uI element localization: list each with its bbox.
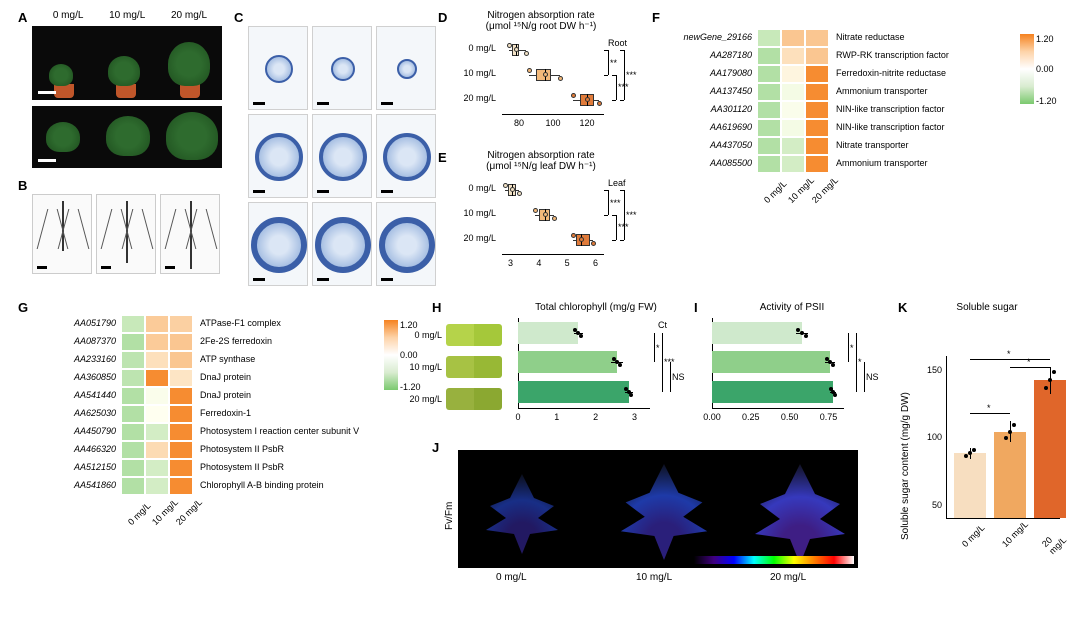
cond-2: 20 mg/L bbox=[171, 10, 207, 21]
micro-0-1 bbox=[312, 26, 372, 110]
micro-2-2 bbox=[376, 202, 436, 286]
panel-j-ylab: Fv/Fm bbox=[444, 502, 455, 530]
panel-c-label: C bbox=[234, 10, 243, 25]
micro-0-0 bbox=[248, 26, 308, 110]
micro-0-2 bbox=[376, 26, 436, 110]
panel-a-top-photo bbox=[32, 106, 222, 168]
panel-j-cond-1: 10 mg/L bbox=[636, 572, 672, 583]
panel-j-image bbox=[458, 450, 858, 568]
panel-a-shoot-photo bbox=[32, 26, 222, 100]
panel-i-plot: 0.000.250.500.75**NS bbox=[708, 318, 878, 426]
panel-b-label: B bbox=[18, 178, 27, 193]
panel-d-plot: 801001200 mg/L10 mg/L20 mg/L********Root bbox=[448, 38, 638, 130]
panel-g-label: G bbox=[18, 300, 28, 315]
panel-h-tubes: 0 mg/L10 mg/L20 mg/L bbox=[446, 324, 506, 422]
root-img-2 bbox=[160, 194, 220, 274]
panel-k-label: K bbox=[898, 300, 907, 315]
panel-g-heatmap: AA051790ATPase-F1 complexAA0873702Fe-2S … bbox=[26, 316, 426, 526]
panel-d-title: Nitrogen absorption rate(μmol ¹⁵N/g root… bbox=[456, 10, 626, 32]
panel-j-cond-2: 20 mg/L bbox=[770, 572, 806, 583]
panel-h-label: H bbox=[432, 300, 441, 315]
panel-k-ylab: Soluble sugar content (mg/g DW) bbox=[900, 392, 911, 540]
panel-a-conditions-header: 0 mg/L 10 mg/L 20 mg/L bbox=[40, 10, 220, 21]
panel-h-title: Total chlorophyll (mg/g FW) bbox=[516, 302, 676, 313]
panel-f-label: F bbox=[652, 10, 660, 25]
micro-2-1 bbox=[312, 202, 372, 286]
panel-k-plot: 501001500 mg/L10 mg/L20 mg/L*** bbox=[918, 326, 1068, 556]
cond-1: 10 mg/L bbox=[109, 10, 145, 21]
cond-0: 0 mg/L bbox=[53, 10, 84, 21]
panel-i-title: Activity of PSII bbox=[712, 302, 872, 313]
panel-e-label: E bbox=[438, 150, 447, 165]
micro-1-1 bbox=[312, 114, 372, 198]
panel-i-label: I bbox=[694, 300, 698, 315]
panel-e-title: Nitrogen absorption rate(μmol ¹⁵N/g leaf… bbox=[456, 150, 626, 172]
panel-f-heatmap: newGene_29166Nitrate reductaseAA287180RW… bbox=[662, 30, 1062, 210]
micro-2-0 bbox=[248, 202, 308, 286]
panel-d-label: D bbox=[438, 10, 447, 25]
panel-a-label: A bbox=[18, 10, 27, 25]
micro-1-2 bbox=[376, 114, 436, 198]
root-img-1 bbox=[96, 194, 156, 274]
micro-1-0 bbox=[248, 114, 308, 198]
panel-k-title: Soluble sugar bbox=[912, 302, 1062, 313]
panel-j-label: J bbox=[432, 440, 439, 455]
panel-j-cond-0: 0 mg/L bbox=[496, 572, 527, 583]
root-img-0 bbox=[32, 194, 92, 274]
panel-h-plot: 0123****NSCt bbox=[514, 318, 684, 426]
panel-e-plot: 34560 mg/L10 mg/L20 mg/L*********Leaf bbox=[448, 178, 638, 270]
